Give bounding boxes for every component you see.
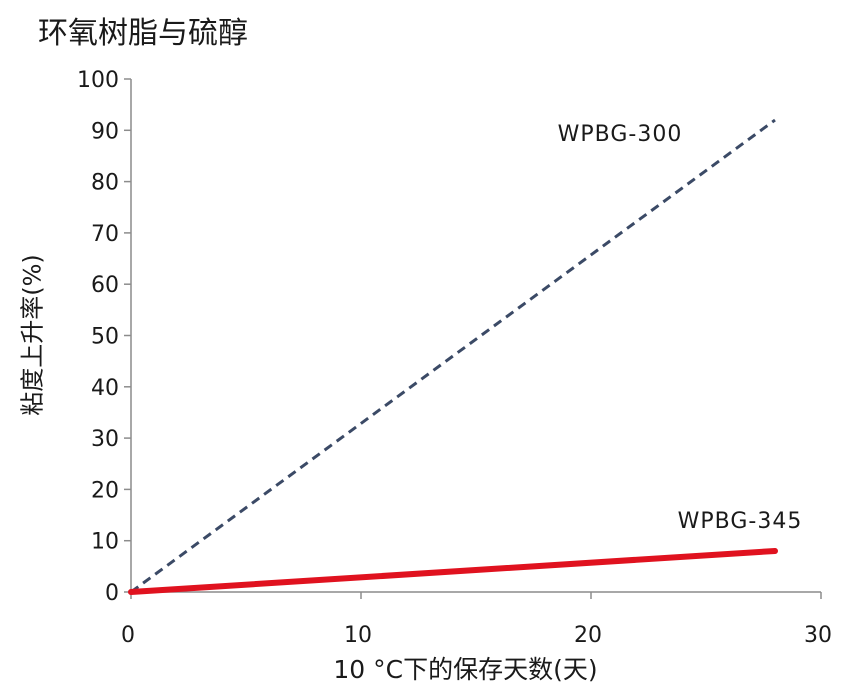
y-tick-label: 80 [91,171,119,196]
y-tick-label: 0 [105,581,119,606]
y-tick-label: 10 [91,530,119,555]
series-line-1 [130,118,776,594]
x-tick-label: 20 [574,623,602,648]
series-line-2 [128,547,778,595]
y-tick-label: 60 [91,273,119,298]
series-label-1: WPBG-300 [558,122,683,147]
chart-title: 环氧树脂与硫醇 [38,16,248,51]
y-tick-label: 70 [91,222,119,247]
y-axis-label: 粘度上升率(%) [18,254,47,416]
x-tick-label: 0 [121,623,135,648]
y-tick-label: 100 [77,68,119,93]
x-tick-label: 30 [804,623,832,648]
x-tick-label: 10 [344,623,372,648]
y-tick-label: 30 [91,427,119,452]
y-tick-label: 50 [91,325,119,350]
y-tick-label: 20 [91,478,119,503]
y-tick-label: 40 [91,376,119,401]
series-label-2: WPBG-345 [678,509,803,534]
x-axis-label: 10 °C下的保存天数(天) [333,655,598,684]
y-tick-label: 90 [91,119,119,144]
